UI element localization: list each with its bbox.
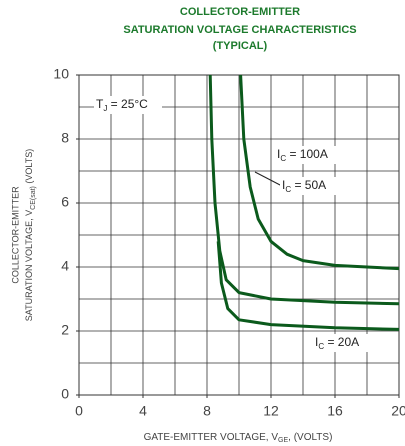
label-part: = 50A <box>291 178 326 192</box>
x-tick-label: 4 <box>139 403 147 419</box>
y-axis-label-line: COLLECTOR-EMITTER <box>10 186 20 284</box>
label-part: I <box>277 147 280 161</box>
label-part: = 100A <box>286 147 328 161</box>
x-tick-label: 0 <box>75 403 83 419</box>
label-part: J <box>103 104 107 113</box>
plot-border <box>78 74 400 396</box>
leader-line <box>254 171 283 187</box>
y-tick-label: 10 <box>53 66 69 82</box>
curve <box>216 241 400 331</box>
y-axis-label: COLLECTOR-EMITTER SATURATION VOLTAGE, VC… <box>10 149 36 321</box>
label-part: C <box>285 185 291 194</box>
x-tick-label: 20 <box>391 403 405 419</box>
label-part: I <box>315 335 318 349</box>
curve <box>208 74 400 306</box>
x-tick-label: 12 <box>263 403 279 419</box>
label-part: C <box>318 342 324 351</box>
annotation: TJ = 25°C <box>96 97 148 113</box>
y-tick-label: 8 <box>61 130 69 146</box>
chart-title: SATURATION VOLTAGE CHARACTERISTICS <box>123 24 356 36</box>
x-tick-label: 16 <box>327 403 343 419</box>
label-bg <box>280 177 344 195</box>
label-part: I <box>282 178 285 192</box>
y-axis-label-line: SATURATION VOLTAGE, VCE(sat) (VOLTS) <box>24 149 36 321</box>
label-part: C <box>280 154 286 163</box>
series-label: IC = 20A <box>315 335 359 351</box>
y-tick-label: 6 <box>61 194 69 210</box>
chart-title: (TYPICAL) <box>213 40 268 52</box>
label-bg <box>313 334 377 352</box>
y-tick-label: 0 <box>61 386 69 402</box>
label-bg <box>94 96 162 114</box>
y-tick-label: 2 <box>61 322 69 338</box>
series-label: IC = 50A <box>282 178 326 194</box>
label-part: T <box>96 97 104 111</box>
label-part: = 20A <box>324 335 359 349</box>
chart-title: COLLECTOR-EMITTER <box>180 6 300 18</box>
x-tick-label: 8 <box>203 403 211 419</box>
series-label: IC = 100A <box>277 147 328 163</box>
label-bg <box>275 146 345 164</box>
curve <box>239 74 400 271</box>
label-part: = 25°C <box>107 97 148 111</box>
y-tick-label: 4 <box>61 258 69 274</box>
x-axis-label: GATE-EMITTER VOLTAGE, VGE, (VOLTS) <box>144 432 333 444</box>
